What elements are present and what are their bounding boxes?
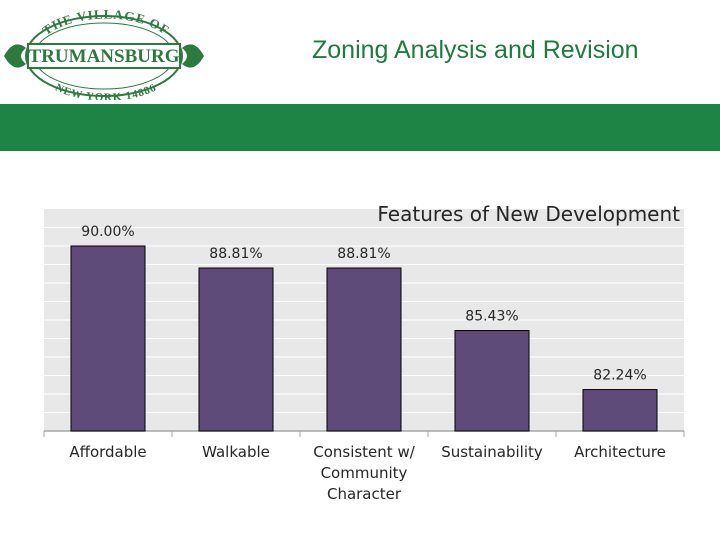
- logo-left-ornament: [4, 44, 26, 68]
- bar-2: [326, 267, 402, 432]
- bar-4: [582, 389, 658, 432]
- header-band: [0, 104, 720, 151]
- logo-right-ornament: [182, 44, 204, 68]
- category-label-3: Sustainability: [441, 443, 543, 461]
- bar-1: [198, 267, 274, 432]
- logo-name: TRUMANSBURG: [29, 46, 180, 67]
- data-label-4: 82.24%: [593, 368, 646, 384]
- bar-3: [454, 330, 530, 432]
- data-label-3: 85.43%: [465, 309, 518, 325]
- bar-chart: 90.00% Affordable 88.81% Walkable 88.81% Cons…: [43, 202, 685, 503]
- village-logo: THE VILLAGE OF TRUMANSBURG NEW YORK 1488…: [4, 8, 204, 100]
- slide-title: Zoning Analysis and Revision: [312, 36, 639, 64]
- category-label-1: Walkable: [202, 443, 270, 461]
- bar-0: [70, 245, 146, 432]
- category-label-0: Affordable: [69, 443, 146, 461]
- data-label-1: 88.81%: [209, 246, 262, 262]
- category-label-4: Architecture: [574, 443, 666, 461]
- data-label-2: 88.81%: [337, 246, 390, 262]
- chart-title: Features of New Development: [377, 202, 680, 226]
- logo-banner: [27, 43, 181, 69]
- category-label-2: Consistent w/Community Character: [313, 443, 415, 503]
- logo-outer-ring: [25, 15, 183, 97]
- data-label-0: 90.00%: [81, 224, 134, 240]
